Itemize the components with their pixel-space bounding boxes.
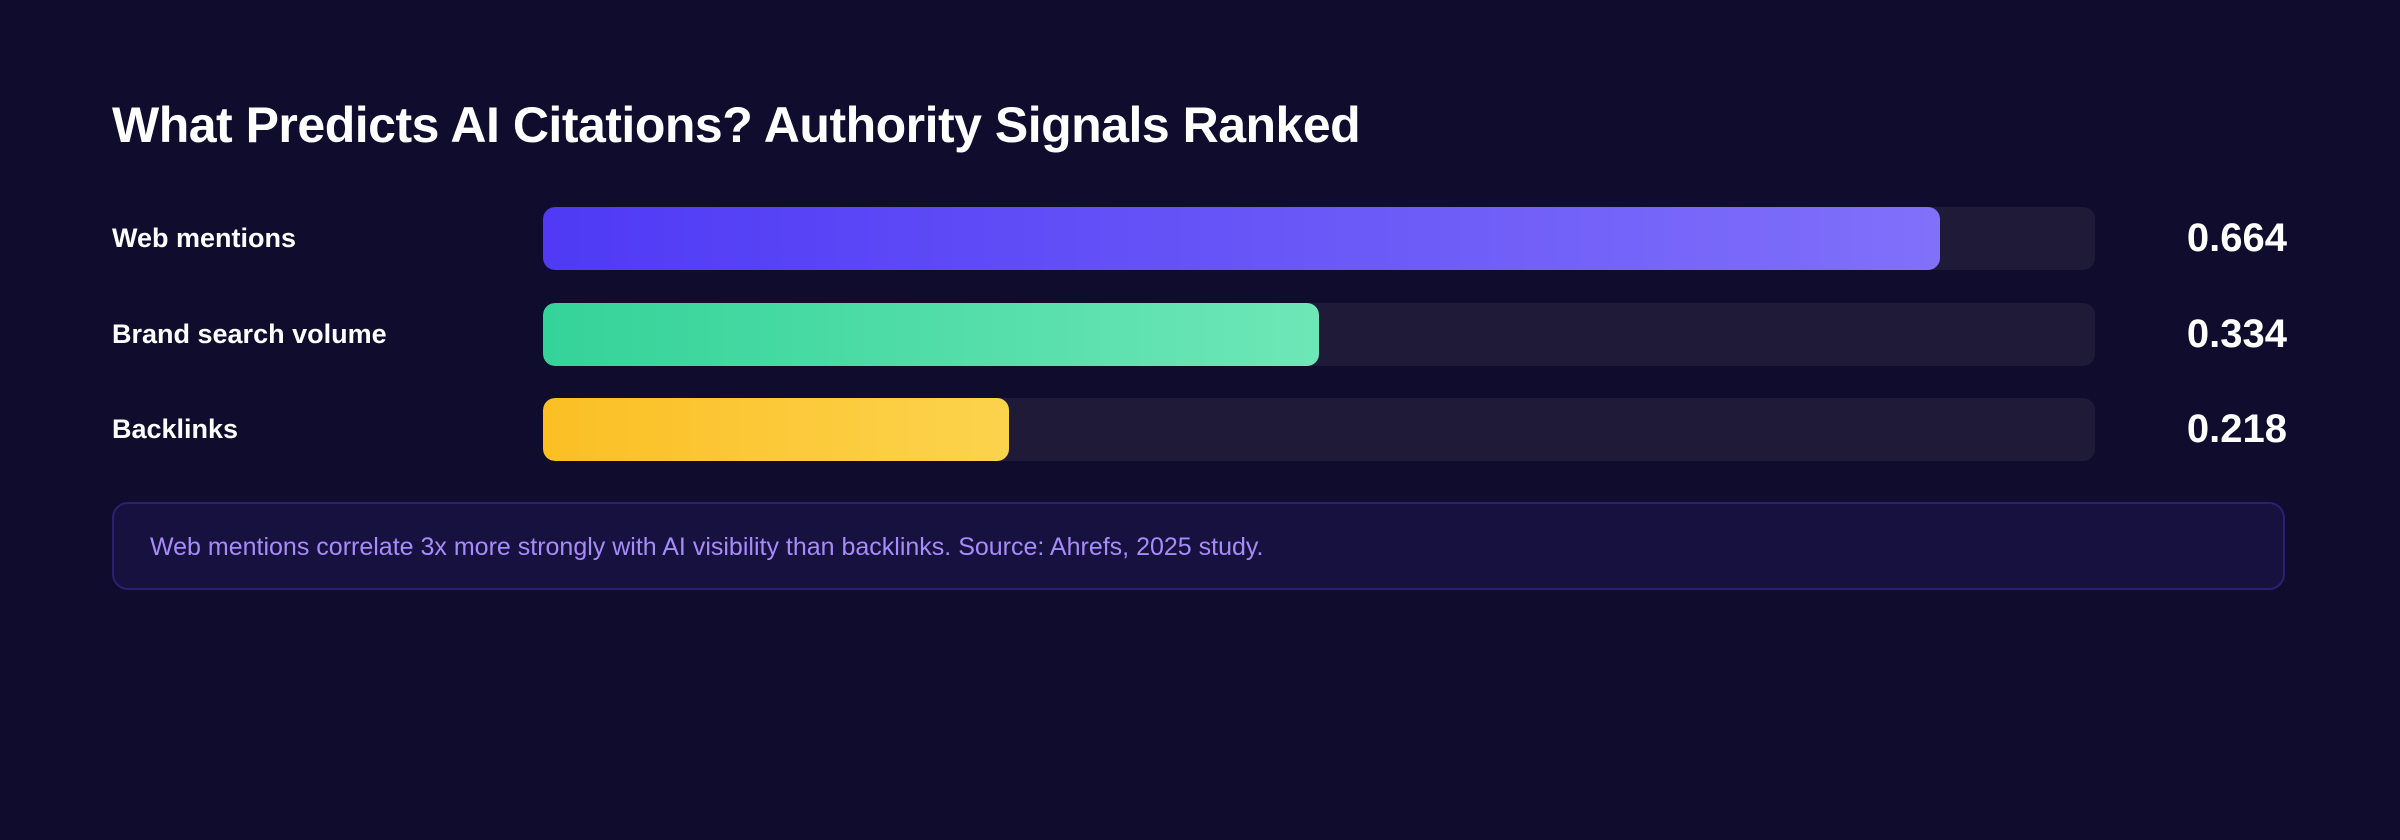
value-label: 0.218 (2186, 407, 2287, 451)
value-label: 0.334 (2186, 312, 2287, 356)
bar-track (543, 303, 2095, 366)
bar-fill-brand-search-volume (543, 303, 1319, 366)
source-note-text: Web mentions correlate 3x more strongly … (150, 533, 1264, 561)
bar-label: Backlinks (112, 414, 239, 444)
bar-row-backlinks: Backlinks 0.218 (0, 398, 2400, 461)
bar-label: Brand search volume (112, 319, 387, 349)
bar-track (543, 398, 2095, 461)
bar-row-brand-search-volume: Brand search volume 0.334 (0, 303, 2400, 366)
bar-fill-backlinks (543, 398, 1009, 461)
bar-row-web-mentions: Web mentions 0.664 (0, 207, 2400, 270)
bar-track (543, 207, 2095, 270)
bar-fill-web-mentions (543, 207, 1940, 270)
bar-label: Web mentions (112, 223, 297, 253)
chart-title: What Predicts AI Citations? Authority Si… (112, 97, 1361, 153)
source-note: Web mentions correlate 3x more strongly … (112, 502, 2285, 590)
value-label: 0.664 (2186, 216, 2287, 260)
